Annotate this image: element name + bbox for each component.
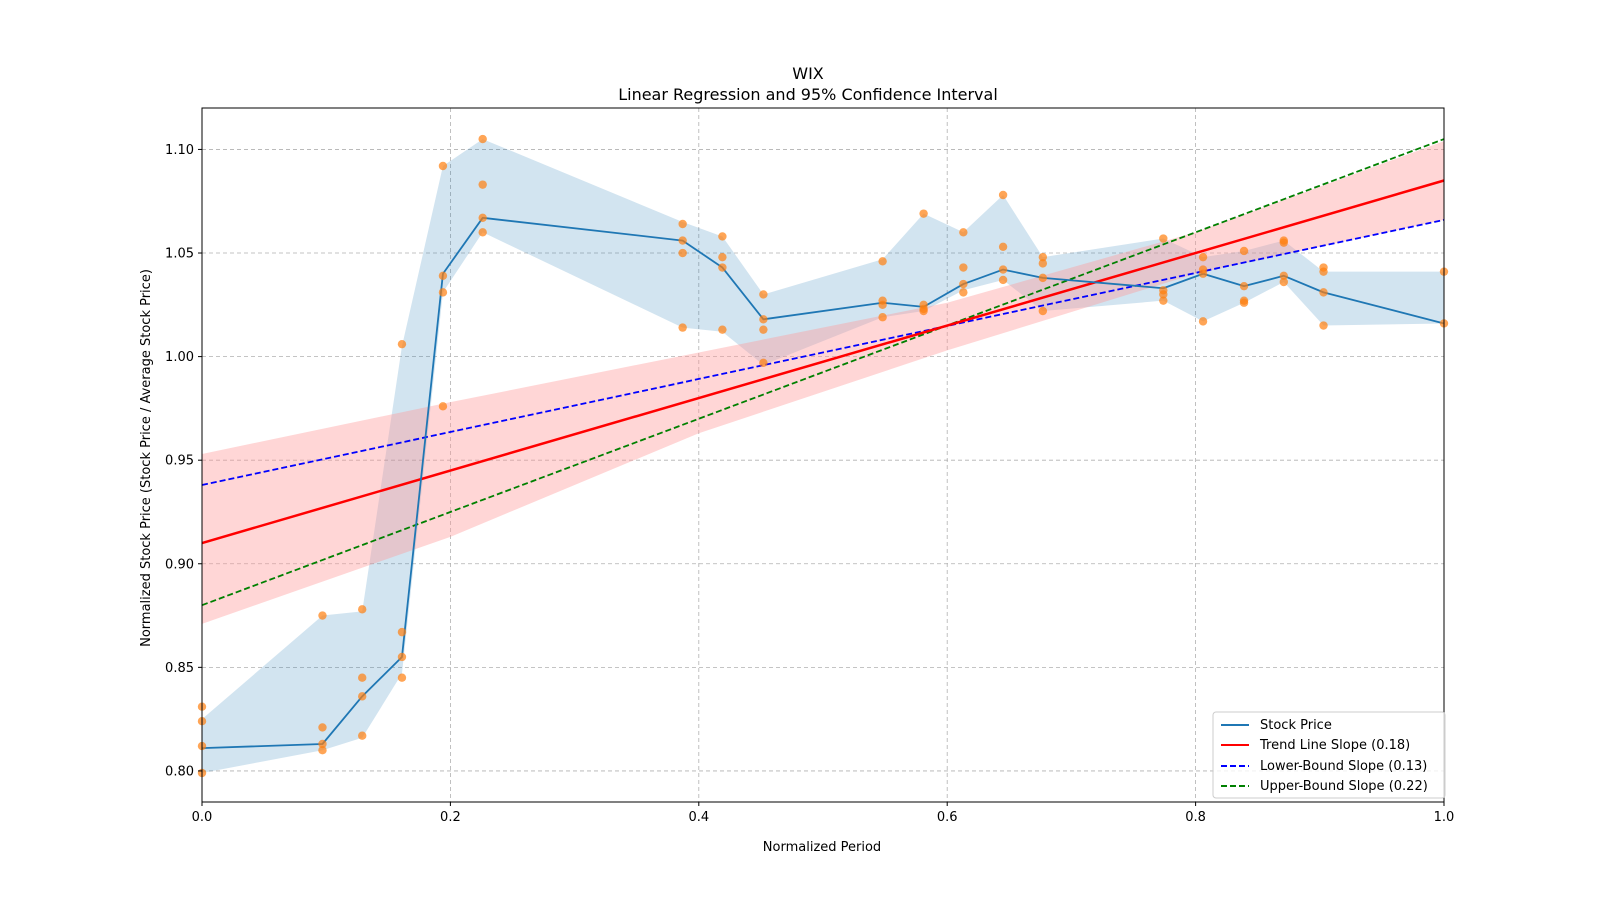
data-point	[759, 325, 768, 334]
legend-box	[1212, 711, 1446, 799]
data-point	[358, 692, 367, 701]
data-point	[1319, 321, 1328, 330]
data-point	[318, 739, 327, 749]
lower-bound-slope-line	[201, 218, 1445, 486]
trend-line	[201, 179, 1445, 545]
data-point	[718, 232, 727, 241]
upper-bound-slope-line	[201, 138, 1445, 607]
series-lines	[201, 138, 1445, 750]
data-point	[1038, 252, 1048, 262]
chart-subtitle: Linear Regression and 95% Confidence Int…	[618, 85, 998, 104]
data-point	[1198, 317, 1208, 326]
data-point	[1159, 234, 1168, 243]
data-point	[919, 209, 928, 218]
data-point	[678, 323, 687, 332]
data-point	[318, 746, 327, 755]
data-point	[1198, 252, 1208, 262]
data-point	[397, 652, 407, 662]
data-point	[1038, 273, 1048, 283]
data-point	[959, 288, 968, 297]
data-point	[998, 242, 1008, 251]
data-point	[318, 723, 327, 732]
data-point	[959, 228, 968, 237]
data-point	[878, 257, 887, 266]
trend-confidence-band	[202, 141, 1444, 624]
data-point	[718, 263, 727, 272]
confidence-bands	[202, 139, 1444, 773]
data-point	[1198, 269, 1208, 278]
data-point	[1279, 238, 1288, 247]
data-point	[959, 279, 968, 289]
y-tick-label: 1.10	[165, 143, 194, 158]
data-point	[878, 313, 887, 322]
data-point	[478, 228, 487, 237]
data-point	[678, 219, 687, 229]
data-point	[759, 290, 768, 299]
data-point	[438, 288, 448, 297]
y-tick-label: 0.85	[165, 661, 194, 676]
y-tick-label: 1.00	[165, 350, 194, 365]
legend-label-upper-bound: Upper-Bound Slope (0.22)	[1260, 779, 1428, 794]
data-point	[959, 263, 968, 272]
y-axis-label: Normalized Stock Price (Stock Price / Av…	[139, 269, 154, 647]
data-point	[919, 306, 928, 316]
data-point	[998, 190, 1008, 200]
data-point	[478, 180, 487, 189]
data-point	[1239, 281, 1249, 291]
legend: Stock Price Trend Line Slope (0.18) Lowe…	[1212, 711, 1446, 799]
data-point	[358, 605, 367, 614]
data-point	[478, 134, 487, 144]
data-point	[1159, 290, 1168, 299]
data-point	[478, 213, 487, 222]
x-axis-label: Normalized Period	[763, 840, 881, 855]
data-point	[318, 611, 327, 620]
y-tick-label: 0.80	[165, 764, 194, 779]
data-point	[438, 402, 448, 411]
data-point	[1279, 277, 1288, 287]
data-point	[678, 248, 687, 258]
chart-title: WIX	[792, 64, 824, 83]
data-point	[438, 161, 448, 171]
data-point	[1038, 306, 1048, 316]
x-tick-label: 0.6	[937, 810, 958, 825]
legend-label-lower-bound: Lower-Bound Slope (0.13)	[1260, 759, 1427, 774]
data-point	[1239, 246, 1249, 256]
data-point	[678, 236, 687, 245]
data-point	[998, 265, 1008, 274]
x-tick-label: 0.2	[440, 810, 461, 825]
data-point	[358, 673, 367, 682]
data-point	[759, 358, 768, 368]
data-point	[1279, 271, 1288, 281]
data-point	[718, 252, 727, 262]
plot-frame	[201, 107, 1445, 803]
y-tick-label: 0.95	[165, 454, 194, 469]
legend-label-stock-price: Stock Price	[1260, 718, 1332, 733]
y-tick-label: 1.05	[165, 247, 194, 262]
data-point	[1319, 267, 1328, 276]
data-point	[718, 325, 727, 334]
data-point	[397, 673, 407, 682]
data-point	[1038, 259, 1048, 268]
x-tick-label: 0.8	[1185, 810, 1206, 825]
grid	[201, 108, 1445, 802]
data-point	[759, 315, 768, 324]
x-tick-label: 0.4	[688, 810, 709, 825]
data-point	[397, 627, 407, 637]
data-point	[358, 731, 367, 740]
x-tick-label: 1.0	[1434, 810, 1455, 825]
data-point	[1319, 288, 1328, 297]
data-point	[397, 339, 407, 349]
data-point	[1159, 296, 1168, 305]
data-point	[998, 275, 1008, 285]
legend-label-trend-line: Trend Line Slope (0.18)	[1259, 738, 1410, 753]
data-point	[878, 300, 887, 310]
y-tick-label: 0.90	[165, 557, 194, 572]
stock-price-range-band	[202, 139, 1444, 773]
data-point	[438, 271, 448, 281]
data-point	[1239, 298, 1249, 307]
axis-ticks: 0.0 0.2 0.4 0.6 0.8 1.0 0.80 0.85 0.90 0.95 1.00 1.…	[165, 143, 1454, 825]
stock-price-line	[201, 216, 1445, 750]
x-tick-label: 0.0	[192, 810, 213, 825]
